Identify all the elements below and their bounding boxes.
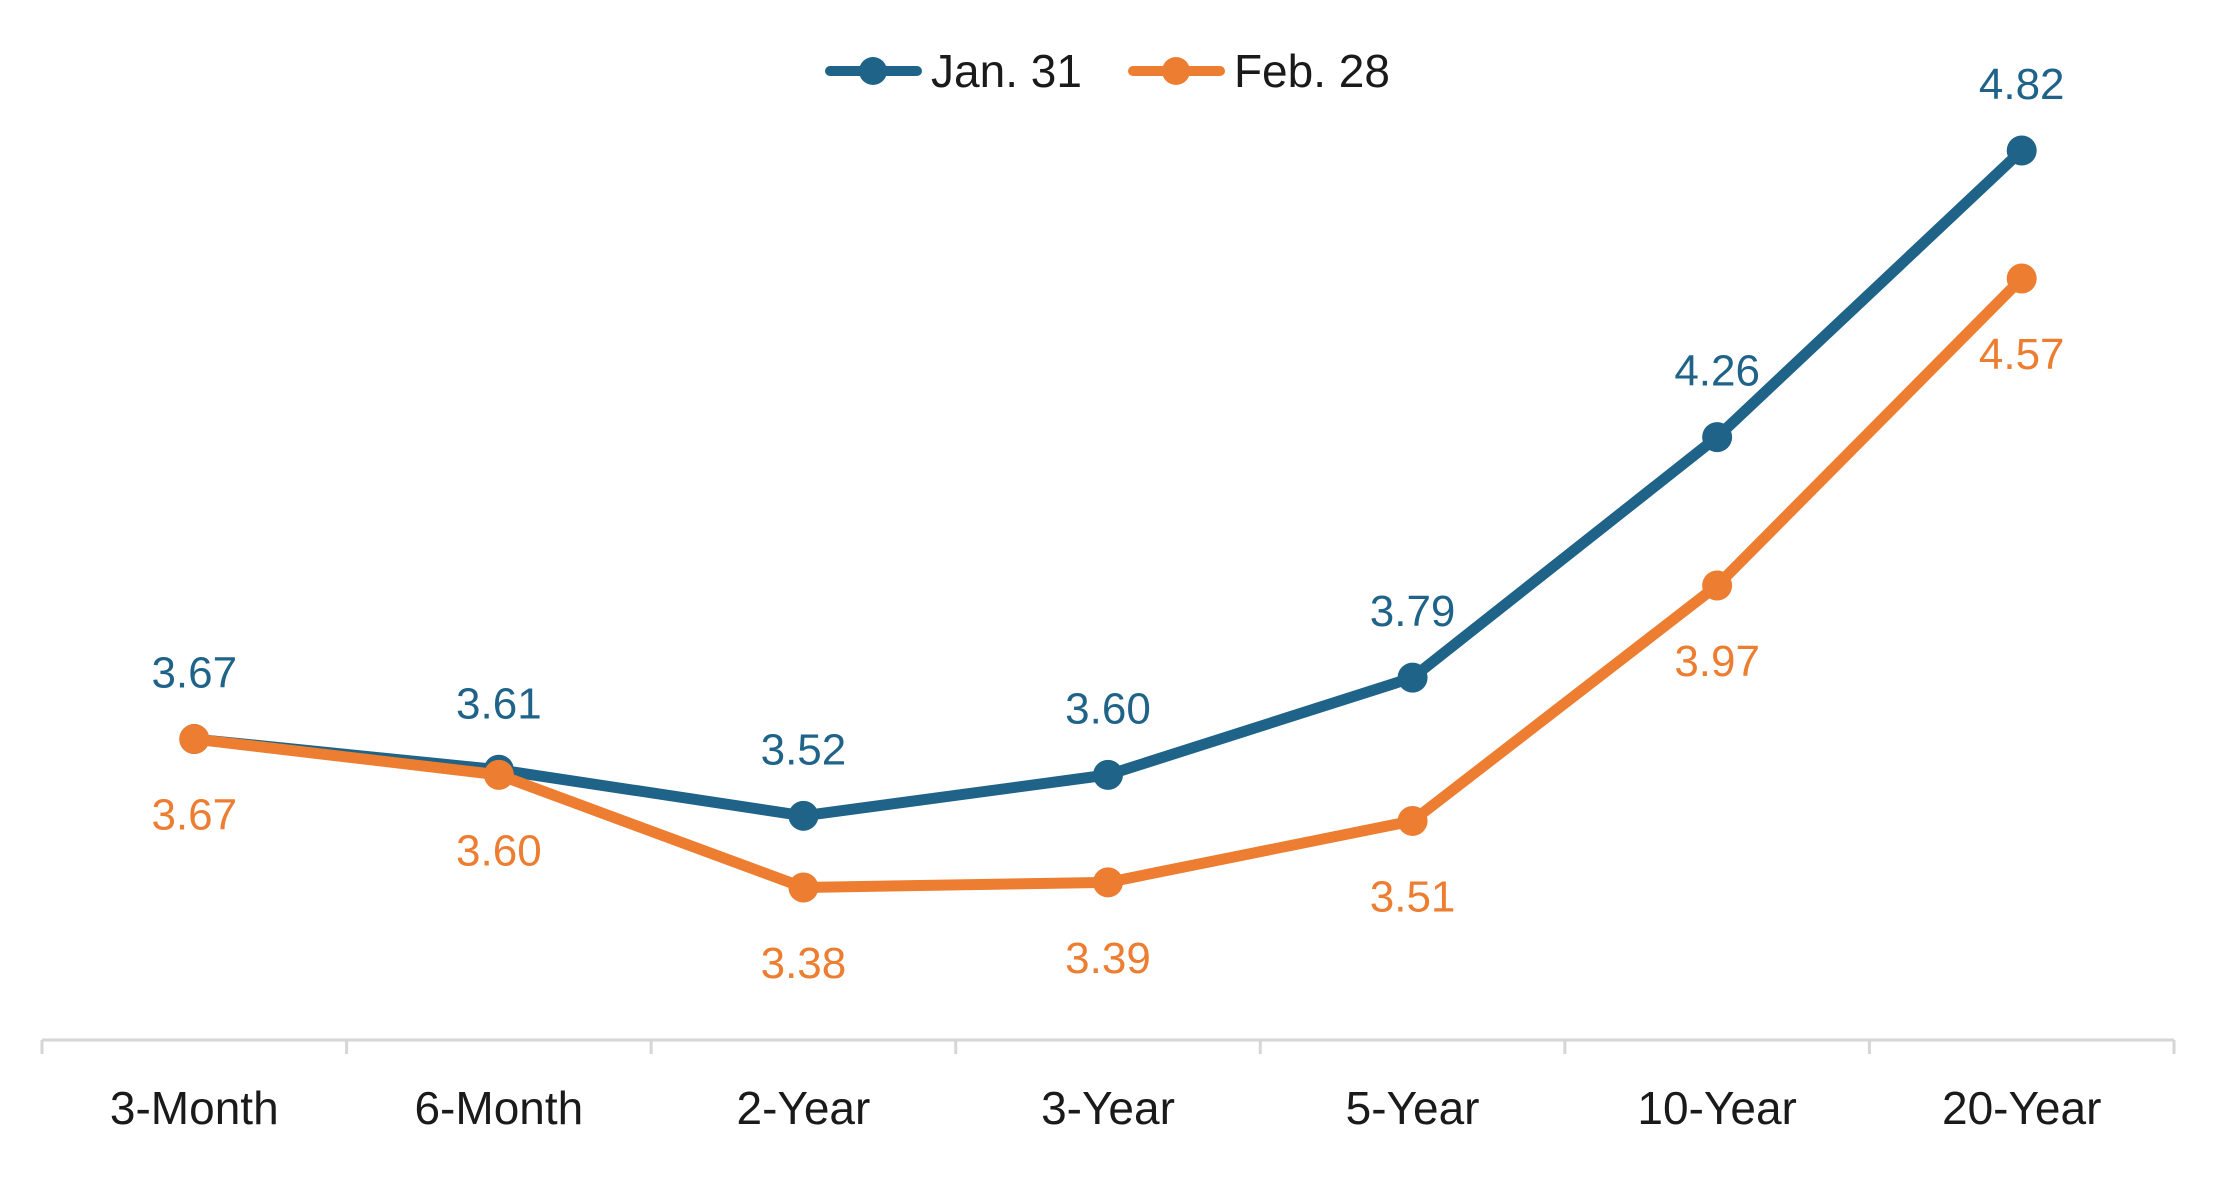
category-label-20-year: 20-Year	[1942, 1082, 2101, 1134]
data-label-jan-31-10-year: 4.26	[1674, 347, 1760, 396]
data-label-feb-28-2-year: 3.38	[761, 939, 847, 988]
data-label-jan-31-3-year: 3.60	[1065, 684, 1151, 733]
data-point-jan-31-20-year	[2006, 135, 2037, 166]
data-point-feb-28-3-month	[179, 724, 210, 755]
data-label-feb-28-3-month: 3.67	[151, 791, 237, 840]
category-label-10-year: 10-Year	[1637, 1082, 1796, 1134]
data-label-jan-31-6-month: 3.61	[456, 679, 542, 728]
category-label-2-year: 2-Year	[736, 1082, 870, 1134]
data-point-feb-28-3-year	[1093, 867, 1123, 898]
data-label-jan-31-3-month: 3.67	[151, 649, 237, 698]
data-label-feb-28-5-year: 3.51	[1370, 872, 1456, 921]
data-label-feb-28-6-month: 3.60	[456, 826, 542, 875]
category-label-6-month: 6-Month	[414, 1082, 583, 1134]
category-label-3-year: 3-Year	[1041, 1082, 1175, 1134]
legend-label-jan-31: Jan. 31	[931, 45, 1082, 97]
data-label-jan-31-5-year: 3.79	[1370, 587, 1456, 636]
data-point-jan-31-10-year	[1702, 422, 1733, 453]
data-point-jan-31-3-year	[1093, 759, 1123, 790]
data-point-feb-28-10-year	[1702, 570, 1733, 601]
data-label-jan-31-20-year: 4.82	[1979, 60, 2065, 109]
data-point-feb-28-5-year	[1397, 805, 1428, 836]
data-label-feb-28-10-year: 3.97	[1674, 637, 1760, 686]
data-point-jan-31-2-year	[788, 800, 819, 831]
data-label-jan-31-2-year: 3.52	[761, 725, 847, 774]
category-label-3-month: 3-Month	[110, 1082, 279, 1134]
data-label-feb-28-20-year: 4.57	[1979, 330, 2065, 379]
data-point-feb-28-20-year	[2006, 263, 2037, 294]
data-point-jan-31-5-year	[1397, 662, 1428, 693]
legend-item-feb-28: Feb. 28	[1127, 44, 1390, 98]
data-point-feb-28-2-year	[788, 872, 819, 903]
chart-legend: Jan. 31 Feb. 28	[0, 44, 2215, 98]
data-point-feb-28-6-month	[483, 759, 514, 790]
category-label-5-year: 5-Year	[1346, 1082, 1480, 1134]
data-label-feb-28-3-year: 3.39	[1065, 934, 1151, 983]
legend-item-jan-31: Jan. 31	[825, 44, 1082, 98]
legend-label-feb-28: Feb. 28	[1233, 45, 1390, 97]
legend-line-dot-marker-feb-28	[1127, 57, 1225, 85]
legend-line-dot-marker-jan-31	[825, 57, 923, 85]
